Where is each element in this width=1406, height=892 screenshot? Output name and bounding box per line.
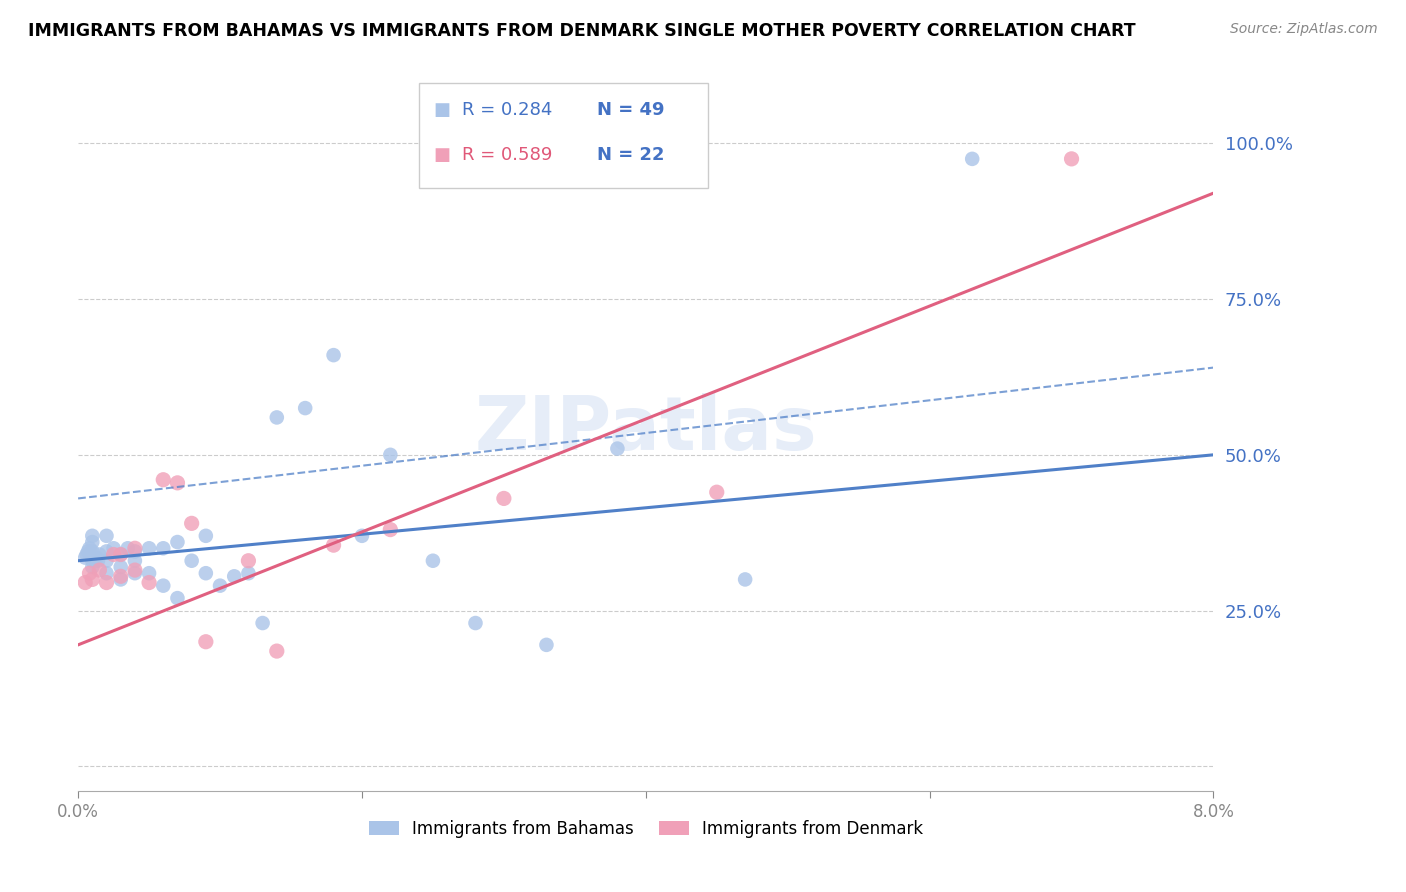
Point [75,550,97,565]
Point [82,554,104,568]
Point [138,575,160,590]
Point [110,560,132,574]
Point [82,573,104,587]
Point [124,544,146,558]
Point [110,548,132,562]
Point [464,615,486,630]
Text: IMMIGRANTS FROM BAHAMAS VS IMMIGRANTS FROM DENMARK SINGLE MOTHER POVERTY CORRELA: IMMIGRANTS FROM BAHAMAS VS IMMIGRANTS FR… [28,22,1136,40]
Point [224,569,246,583]
Point [166,475,188,490]
Point [960,152,983,166]
Text: ■: ■ [433,102,450,120]
Point [380,448,402,462]
Point [1060,152,1083,166]
Point [110,569,132,583]
FancyBboxPatch shape [419,83,709,188]
Point [194,529,217,543]
Point [322,348,344,362]
Point [294,401,316,415]
Point [79,541,101,556]
Point [96,554,118,568]
Point [87,554,110,568]
Point [82,544,104,558]
Point [117,541,139,556]
Point [194,634,217,648]
Text: N = 49: N = 49 [598,102,665,120]
Point [266,644,288,658]
Point [124,541,146,556]
Point [110,573,132,587]
Point [89,563,111,577]
Point [166,591,188,606]
Text: ■: ■ [433,146,450,164]
Point [380,523,402,537]
Point [96,529,118,543]
Point [152,473,174,487]
Point [138,566,160,581]
Point [86,550,108,565]
Point [422,554,444,568]
Point [166,535,188,549]
Text: R = 0.284: R = 0.284 [461,102,553,120]
Point [96,566,118,581]
Point [89,548,111,562]
Point [606,442,628,456]
Point [103,541,125,556]
Point [266,410,288,425]
Point [238,566,260,581]
Point [180,554,202,568]
Point [536,638,558,652]
Point [82,560,104,574]
Point [124,554,146,568]
Point [492,491,515,506]
Point [110,548,132,562]
Point [734,573,756,587]
Point [350,529,373,543]
Point [124,566,146,581]
Point [103,548,125,562]
Point [82,529,104,543]
Point [76,548,98,562]
Point [138,541,160,556]
Point [238,554,260,568]
Text: Source: ZipAtlas.com: Source: ZipAtlas.com [1230,22,1378,37]
Point [252,615,274,630]
Point [322,538,344,552]
Point [124,563,146,577]
Point [75,575,97,590]
Point [194,566,217,581]
Point [208,579,231,593]
Legend: Immigrants from Bahamas, Immigrants from Denmark: Immigrants from Bahamas, Immigrants from… [361,813,929,845]
Text: ZIPatlas: ZIPatlas [474,393,817,467]
Point [84,554,107,568]
Point [152,579,174,593]
Point [180,516,202,531]
Point [79,566,101,581]
Text: R = 0.589: R = 0.589 [461,146,553,164]
Text: N = 22: N = 22 [598,146,665,164]
Point [77,544,100,558]
Point [152,541,174,556]
Point [96,575,118,590]
Point [82,535,104,549]
Point [706,485,728,500]
Point [96,544,118,558]
